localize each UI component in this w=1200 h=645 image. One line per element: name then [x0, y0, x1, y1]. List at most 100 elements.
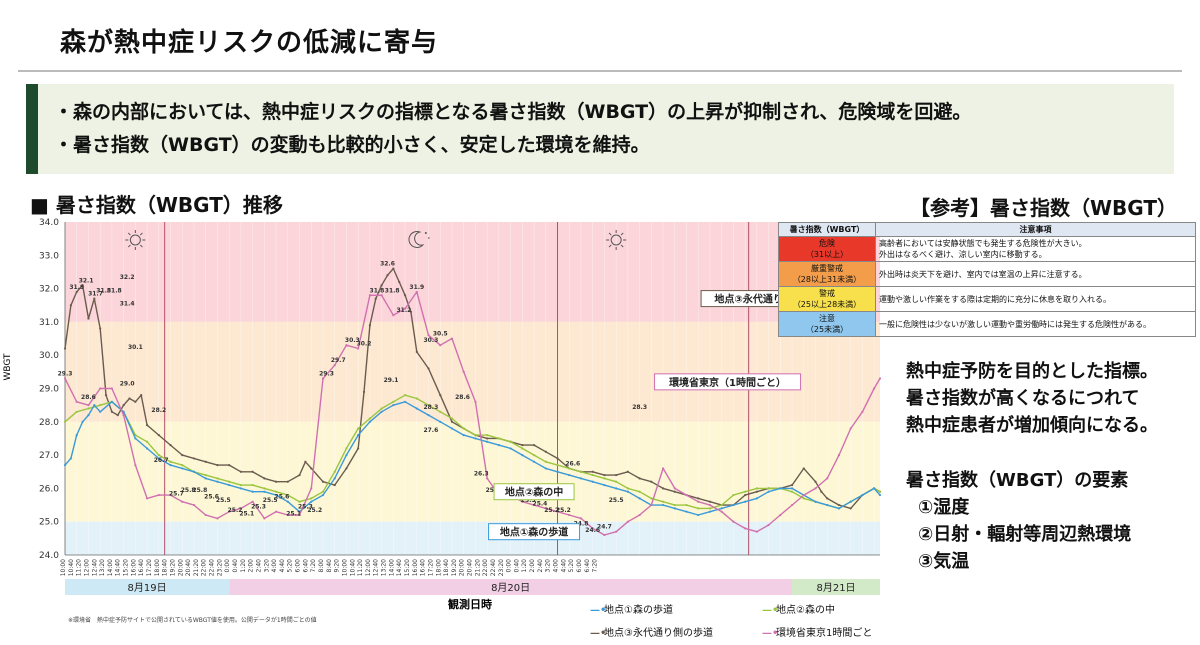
note-cell: 外出時は炎天下を避け、室内では室温の上昇に注意する。	[875, 261, 1196, 287]
series-point	[169, 463, 172, 467]
series-point	[403, 400, 407, 403]
series-point	[697, 513, 700, 517]
header-level: 暑さ指数（WBGT）	[778, 222, 876, 237]
series-point	[661, 503, 665, 507]
header-note: 注意事項	[875, 222, 1196, 237]
series-point	[239, 507, 242, 510]
list-item: ①湿度	[918, 497, 970, 518]
series-point	[532, 444, 536, 447]
series-point	[755, 530, 758, 533]
series-point	[345, 467, 348, 470]
series-point	[368, 324, 371, 327]
series-point	[228, 483, 231, 487]
callout-label: 地点②森の中	[505, 486, 563, 499]
x-tick-label: 8:00	[318, 559, 325, 573]
x-tick-label: 13:20	[381, 559, 388, 576]
x-tick-label: 4:00	[553, 559, 560, 573]
data-label: 29.0	[120, 381, 135, 388]
callout-box	[493, 483, 575, 501]
data-label: 28.6	[81, 394, 96, 401]
series-point	[603, 483, 606, 487]
data-label: 25.6	[204, 494, 219, 501]
x-tick-label: 1:20	[521, 559, 528, 573]
data-label: 31.8	[107, 287, 122, 294]
series-point	[374, 297, 377, 300]
series-point	[239, 487, 242, 490]
data-label: 25.8	[486, 487, 501, 494]
level-cell: 危険 （31以上）	[778, 236, 876, 262]
series-point	[228, 510, 231, 513]
series-point	[462, 427, 465, 430]
series-point	[140, 394, 143, 397]
risk-band-1	[65, 321, 880, 422]
x-tick-label: 2:00	[529, 559, 536, 573]
x-tick-label: 15:20	[123, 559, 130, 576]
series-point	[638, 490, 641, 493]
summary-line-1: ・森の内部においては、熱中症リスクの指標となる暑さ指数（WBGT）の上昇が抑制さ…	[54, 101, 972, 123]
series-point	[767, 523, 770, 527]
series-point	[878, 490, 882, 493]
source-note: ※環境省 熱中症予防サイトで公開されているWBGT値を使用。公開データが1時間ご…	[68, 617, 317, 624]
series-point	[81, 420, 84, 423]
series-point	[192, 457, 196, 460]
series-point	[380, 410, 383, 413]
series-point	[638, 497, 641, 500]
series-point	[790, 490, 794, 493]
day-band	[65, 579, 230, 595]
series-point	[310, 500, 313, 503]
sun-icon	[125, 230, 146, 250]
series-point	[357, 447, 360, 450]
series-point	[321, 490, 325, 493]
series-point	[720, 507, 723, 510]
series-point	[169, 460, 172, 463]
series-point	[685, 510, 688, 513]
series-point	[861, 493, 864, 497]
data-label: 28.6	[455, 394, 470, 401]
x-tick-label: 12:40	[373, 559, 380, 576]
series-point	[274, 480, 278, 483]
sun-disc	[129, 234, 141, 246]
series-point	[802, 493, 805, 497]
sun-ray	[127, 232, 131, 236]
series-point	[579, 517, 583, 520]
data-label: 29.3	[58, 371, 73, 378]
x-tick-label: 0:40	[513, 559, 520, 573]
series-point	[521, 444, 524, 447]
series-point	[345, 344, 348, 347]
x-tick-label: 15:20	[404, 559, 411, 576]
series-point	[321, 377, 325, 380]
sun-disc	[610, 234, 622, 246]
x-tick-label: 20:00	[177, 559, 184, 576]
x-tick-label: 4:40	[560, 559, 567, 573]
series-point	[333, 477, 336, 480]
x-tick-label: 12:00	[365, 559, 372, 576]
x-tick-label: 4:00	[271, 559, 278, 573]
series-point	[116, 414, 119, 417]
series-point	[790, 487, 794, 490]
summary-line-2: ・暑さ指数（WBGT）の変動も比較的小さく、安定した環境を維持。	[54, 134, 650, 156]
data-label: 25.3	[251, 504, 266, 511]
series-point	[767, 487, 770, 490]
level-cell: 厳重警戒 （28以上31未満）	[778, 261, 876, 287]
series-point	[99, 404, 102, 407]
sun-ray	[139, 232, 143, 236]
series-point	[409, 310, 413, 314]
series-point	[321, 493, 325, 497]
table-row-danger: 危険 （31以上） 高齢者においては安静状態でも発生する危険性が大きい。 外出は…	[778, 236, 1196, 262]
x-tick-label: 11:20	[76, 559, 83, 576]
table-row-caution: 注意 （25未満） 一般に危険性は少ないが激しい運動や重労働時には発生する危険性…	[778, 311, 1196, 337]
series-point	[661, 487, 665, 490]
level-name: 警戒	[819, 289, 835, 298]
series-point	[826, 503, 829, 507]
series-point	[673, 503, 676, 507]
x-tick-label: 19:20	[169, 559, 176, 576]
series-point	[228, 480, 231, 483]
series-point	[63, 347, 67, 350]
series-point	[603, 533, 606, 537]
y-tick-label: 26.0	[39, 484, 59, 494]
series-point	[708, 510, 712, 513]
note-cell: 運動や激しい作業をする際は定期的に充分に休息を取り入れる。	[875, 286, 1196, 312]
series-point	[685, 503, 688, 507]
series-point	[357, 347, 360, 350]
series-point	[744, 527, 747, 530]
